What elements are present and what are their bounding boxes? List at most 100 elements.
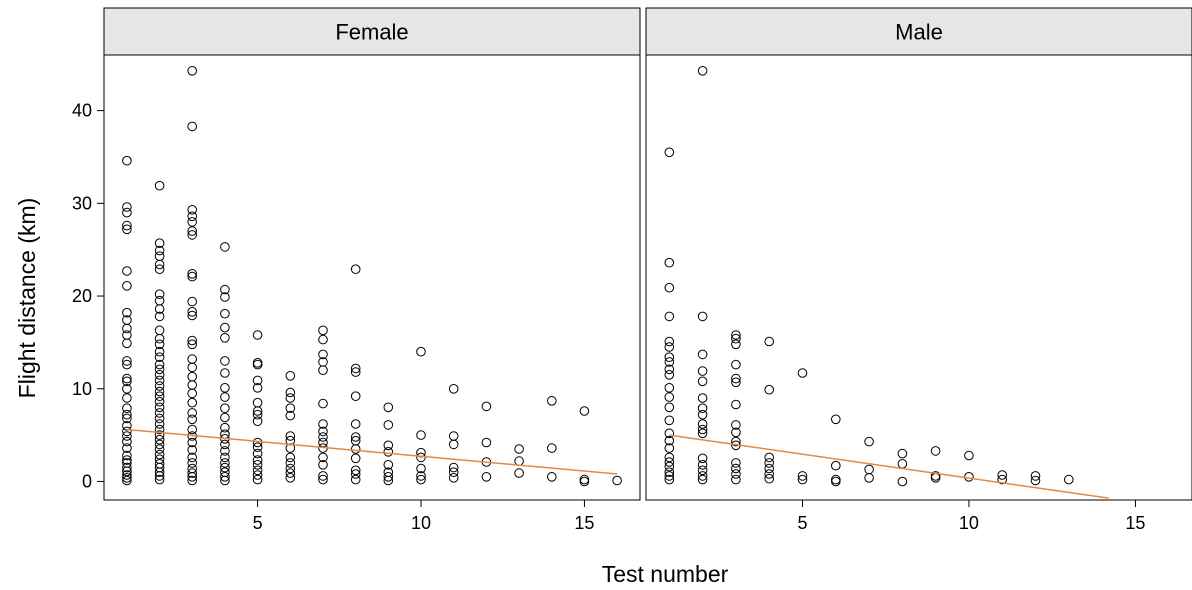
data-point — [154, 444, 165, 454]
data-point — [154, 311, 165, 322]
data-point — [697, 66, 708, 76]
data-point — [154, 295, 165, 306]
data-point — [187, 226, 197, 236]
data-point — [664, 357, 675, 367]
data-point — [318, 460, 328, 470]
x-tick-label: 10 — [959, 513, 979, 533]
data-point — [220, 458, 230, 468]
data-point — [285, 371, 296, 381]
data-point — [187, 354, 197, 364]
data-point — [252, 375, 263, 386]
data-point — [383, 420, 394, 430]
data-point — [187, 424, 197, 435]
data-point — [731, 469, 741, 479]
chart-panels: Female Male — [103, 7, 1192, 501]
data-point — [612, 475, 622, 486]
data-point — [318, 325, 328, 336]
data-point — [187, 230, 197, 240]
trend-line — [669, 434, 1109, 499]
data-point — [448, 467, 459, 478]
data-point — [350, 391, 361, 402]
data-point — [154, 251, 165, 262]
data-point — [154, 434, 165, 445]
data-point — [154, 471, 165, 481]
data-point — [187, 66, 197, 76]
data-point — [252, 397, 263, 408]
data-point — [350, 444, 361, 454]
data-point — [220, 368, 230, 378]
x-tick-label: 15 — [574, 513, 594, 533]
data-point — [731, 399, 741, 410]
x-tick-label: 10 — [411, 513, 431, 533]
data-point — [897, 476, 908, 487]
data-point — [220, 472, 230, 482]
x-tick-label: 15 — [1125, 513, 1145, 533]
data-point — [187, 475, 197, 486]
data-point — [220, 412, 230, 423]
data-point — [416, 452, 426, 463]
data-point — [187, 468, 197, 478]
data-point — [318, 349, 328, 360]
data-point — [220, 292, 230, 302]
scatter-points — [664, 66, 1074, 487]
data-point — [187, 408, 197, 418]
data-point — [731, 420, 741, 430]
data-point — [664, 370, 675, 380]
data-point — [731, 330, 741, 340]
data-point — [285, 473, 296, 483]
data-point — [731, 377, 741, 388]
data-point — [220, 422, 230, 433]
data-point — [731, 436, 741, 447]
data-point — [350, 367, 361, 377]
data-point — [930, 446, 941, 456]
data-point — [122, 403, 132, 414]
y-tick-label: 10 — [72, 379, 92, 399]
panel-female: Female — [103, 7, 641, 501]
data-point — [731, 373, 741, 384]
data-point — [252, 465, 263, 476]
data-point — [252, 470, 263, 480]
data-point — [964, 472, 974, 482]
data-point — [514, 456, 524, 466]
data-point — [122, 431, 132, 441]
y-tick-label: 0 — [82, 471, 92, 491]
data-point — [154, 359, 165, 370]
data-point — [350, 469, 361, 479]
data-point — [154, 259, 165, 270]
data-point — [122, 436, 132, 447]
data-point — [897, 448, 908, 459]
data-point — [220, 284, 230, 295]
data-point — [285, 452, 296, 463]
data-point — [252, 448, 263, 459]
data-point — [122, 409, 132, 420]
data-point — [187, 269, 197, 279]
data-point — [122, 220, 132, 231]
data-point — [318, 426, 328, 437]
data-point — [122, 455, 132, 465]
data-point — [764, 458, 775, 468]
data-point — [252, 409, 263, 420]
data-point — [318, 474, 328, 485]
data-point — [220, 383, 230, 393]
data-point — [154, 304, 165, 314]
data-point — [122, 323, 132, 334]
data-point — [252, 383, 263, 393]
data-point — [154, 391, 165, 402]
data-point — [697, 453, 708, 464]
data-point — [514, 468, 524, 478]
data-point — [797, 368, 808, 378]
data-point — [831, 474, 841, 485]
data-point — [220, 356, 230, 366]
data-point — [864, 436, 874, 447]
data-point — [122, 307, 132, 318]
data-point — [664, 352, 675, 363]
data-point — [154, 474, 165, 485]
data-point — [252, 442, 263, 453]
data-point — [547, 472, 557, 482]
data-point — [154, 325, 165, 336]
data-point — [122, 475, 132, 486]
data-point — [579, 406, 590, 416]
data-point — [154, 402, 165, 413]
data-point — [697, 428, 708, 439]
data-point — [187, 472, 197, 482]
